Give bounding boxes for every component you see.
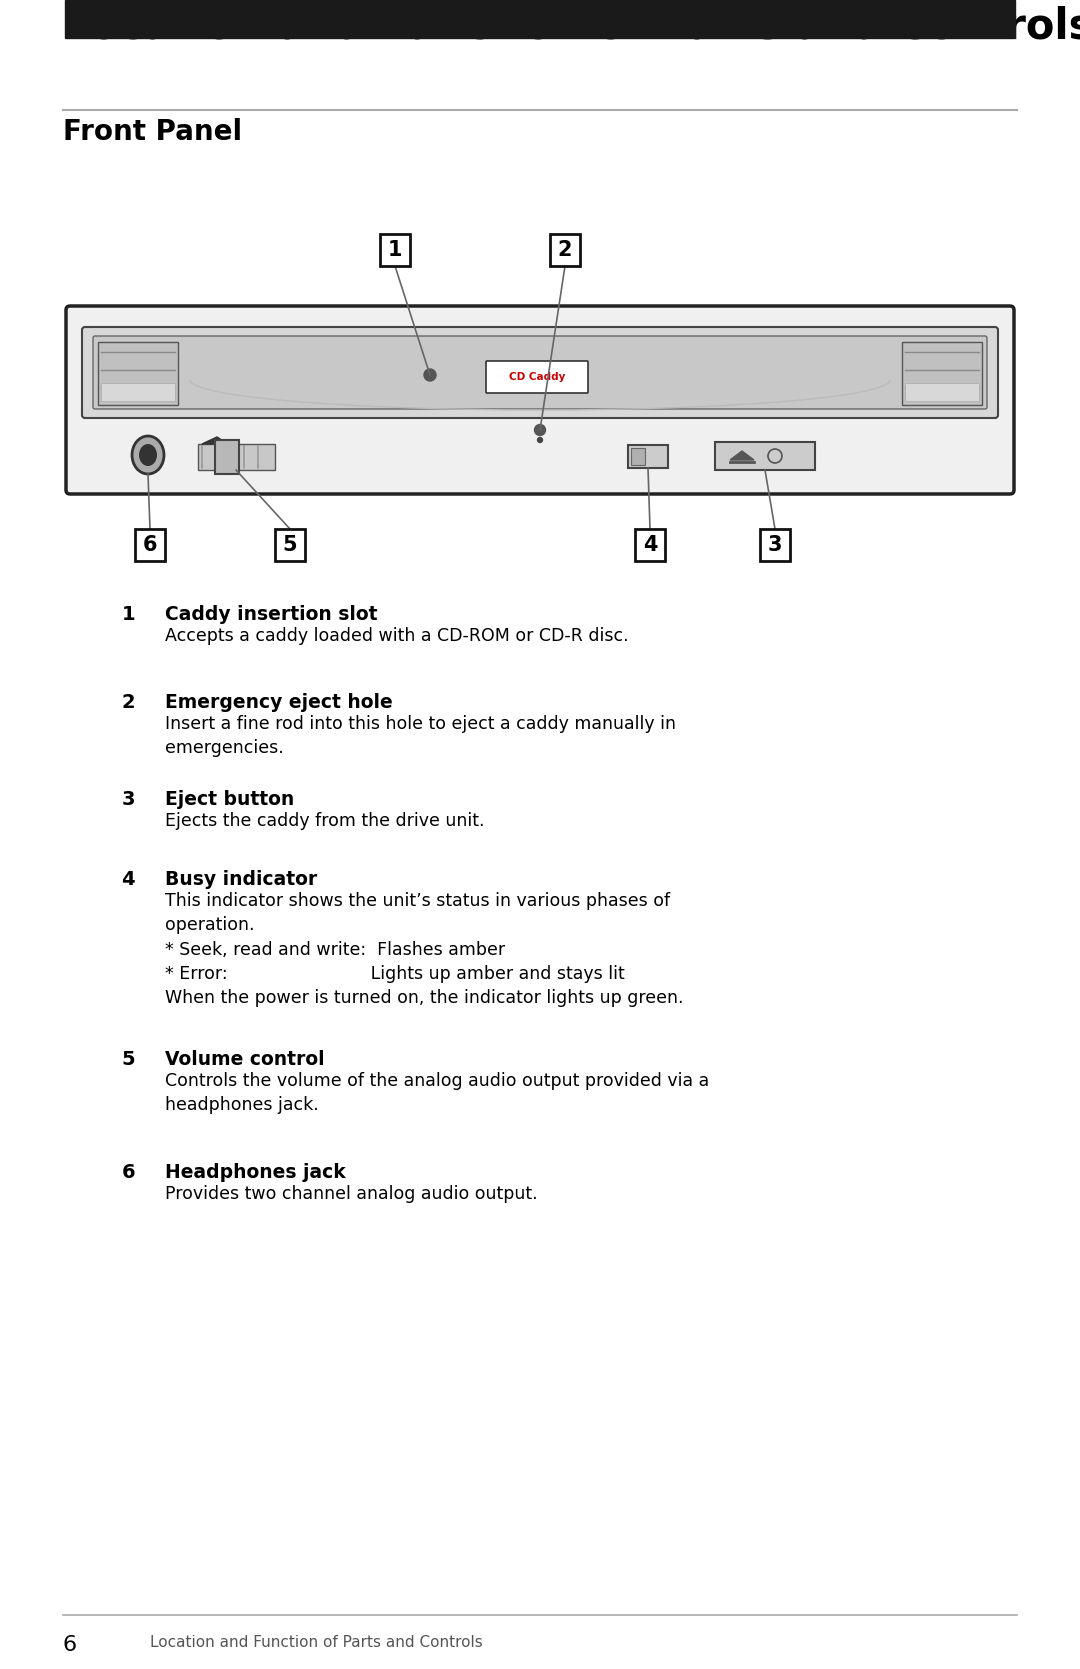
- Bar: [380, 234, 410, 265]
- Text: 2: 2: [121, 693, 135, 713]
- Bar: [902, 342, 982, 406]
- Bar: [102, 382, 175, 401]
- Text: 4: 4: [121, 870, 135, 890]
- Bar: [135, 529, 165, 561]
- Circle shape: [535, 424, 545, 436]
- Text: 6: 6: [143, 536, 158, 556]
- Ellipse shape: [139, 444, 157, 466]
- Bar: [905, 382, 978, 401]
- Ellipse shape: [132, 436, 164, 474]
- Text: 3: 3: [121, 789, 135, 809]
- Circle shape: [538, 437, 542, 442]
- Text: 1: 1: [388, 240, 402, 260]
- Text: Headphones jack: Headphones jack: [165, 1163, 346, 1182]
- Text: 1: 1: [121, 604, 135, 624]
- Text: Insert a fine rod into this hole to eject a caddy manually in
emergencies.: Insert a fine rod into this hole to ejec…: [165, 714, 676, 758]
- Text: 6: 6: [121, 1163, 135, 1182]
- Text: 5: 5: [283, 536, 297, 556]
- Bar: [550, 234, 580, 265]
- Text: Busy indicator: Busy indicator: [165, 870, 318, 890]
- Text: Location and Function of Parts and Controls: Location and Function of Parts and Contr…: [63, 7, 1080, 48]
- Bar: [635, 529, 665, 561]
- Text: 5: 5: [121, 1050, 135, 1070]
- Text: Volume control: Volume control: [165, 1050, 325, 1070]
- FancyBboxPatch shape: [66, 305, 1014, 494]
- Bar: [275, 529, 305, 561]
- Bar: [760, 529, 789, 561]
- Polygon shape: [202, 437, 228, 444]
- Polygon shape: [730, 451, 754, 461]
- Text: Ejects the caddy from the drive unit.: Ejects the caddy from the drive unit.: [165, 813, 485, 829]
- Text: Controls the volume of the analog audio output provided via a
headphones jack.: Controls the volume of the analog audio …: [165, 1071, 710, 1115]
- Bar: [715, 442, 815, 471]
- Bar: [215, 441, 239, 474]
- FancyBboxPatch shape: [93, 335, 987, 409]
- Text: Front Panel: Front Panel: [63, 118, 242, 145]
- Bar: [627, 446, 669, 467]
- FancyBboxPatch shape: [486, 361, 588, 392]
- Text: This indicator shows the unit’s status in various phases of
operation.
* Seek, r: This indicator shows the unit’s status i…: [165, 891, 684, 1006]
- Text: 4: 4: [643, 536, 658, 556]
- Text: Caddy insertion slot: Caddy insertion slot: [165, 604, 378, 624]
- Text: CD Caddy: CD Caddy: [509, 372, 565, 382]
- Bar: [98, 342, 178, 406]
- Bar: [631, 447, 645, 466]
- Text: Accepts a caddy loaded with a CD-ROM or CD-R disc.: Accepts a caddy loaded with a CD-ROM or …: [165, 628, 629, 644]
- Circle shape: [768, 449, 782, 462]
- Text: 3: 3: [768, 536, 782, 556]
- Text: 2: 2: [557, 240, 572, 260]
- Text: Emergency eject hole: Emergency eject hole: [165, 693, 393, 713]
- Text: Location and Function of Parts and Controls: Location and Function of Parts and Contr…: [150, 1636, 483, 1651]
- Circle shape: [424, 369, 436, 381]
- Text: Provides two channel analog audio output.: Provides two channel analog audio output…: [165, 1185, 538, 1203]
- Text: 6: 6: [63, 1636, 77, 1656]
- Text: Eject button: Eject button: [165, 789, 294, 809]
- FancyBboxPatch shape: [82, 327, 998, 417]
- Bar: [65, 0, 1015, 38]
- Bar: [198, 444, 275, 471]
